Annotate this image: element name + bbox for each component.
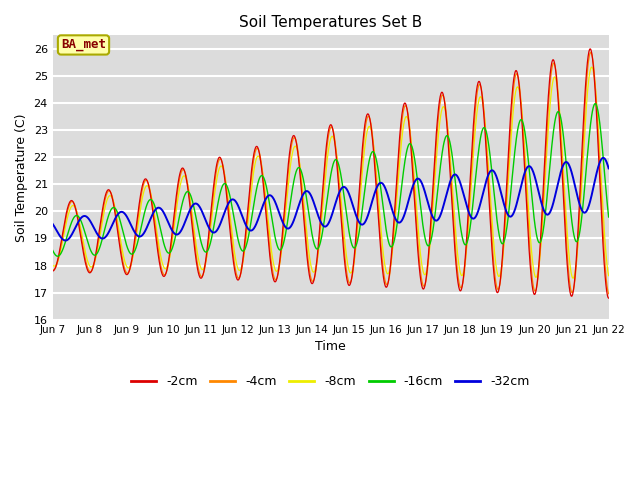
-16cm xyxy=(605,214,612,220)
-16cm xyxy=(417,210,425,216)
-2cm xyxy=(49,268,56,274)
-4cm xyxy=(605,291,612,297)
Title: Soil Temperatures Set B: Soil Temperatures Set B xyxy=(239,15,422,30)
-32cm xyxy=(49,221,56,227)
-16cm xyxy=(539,229,547,235)
-4cm xyxy=(587,49,595,55)
-8cm xyxy=(49,263,56,268)
-32cm xyxy=(173,232,180,238)
-8cm xyxy=(172,208,180,214)
-16cm xyxy=(173,228,180,233)
-4cm xyxy=(490,257,497,263)
-16cm xyxy=(235,240,243,246)
-8cm xyxy=(159,262,166,267)
X-axis label: Time: Time xyxy=(316,340,346,353)
-32cm xyxy=(539,205,547,211)
-32cm xyxy=(600,155,607,161)
Text: BA_met: BA_met xyxy=(61,38,106,51)
-4cm xyxy=(539,210,547,216)
-16cm xyxy=(54,253,61,259)
-32cm xyxy=(159,209,167,215)
-4cm xyxy=(417,271,425,277)
Legend: -2cm, -4cm, -8cm, -16cm, -32cm: -2cm, -4cm, -8cm, -16cm, -32cm xyxy=(127,370,535,393)
-2cm xyxy=(539,200,547,205)
Line: -2cm: -2cm xyxy=(52,49,609,298)
-2cm xyxy=(172,193,180,199)
-4cm xyxy=(235,275,243,281)
-8cm xyxy=(235,267,243,273)
-8cm xyxy=(539,219,547,225)
-16cm xyxy=(49,247,56,253)
-2cm xyxy=(586,46,594,52)
-2cm xyxy=(159,273,166,278)
-8cm xyxy=(569,276,577,281)
-2cm xyxy=(490,266,497,272)
-16cm xyxy=(159,238,167,244)
-16cm xyxy=(591,101,599,107)
-8cm xyxy=(588,64,595,70)
-2cm xyxy=(417,278,425,284)
-4cm xyxy=(159,270,166,276)
Line: -16cm: -16cm xyxy=(52,104,609,256)
Line: -8cm: -8cm xyxy=(52,67,609,278)
-8cm xyxy=(605,273,612,278)
-2cm xyxy=(235,277,243,283)
-8cm xyxy=(490,238,497,243)
Line: -4cm: -4cm xyxy=(52,52,609,294)
-32cm xyxy=(417,179,425,185)
-32cm xyxy=(605,166,612,171)
-32cm xyxy=(235,204,243,210)
-16cm xyxy=(490,189,498,194)
-32cm xyxy=(490,168,498,174)
-4cm xyxy=(49,267,56,273)
-8cm xyxy=(417,254,425,260)
-32cm xyxy=(61,238,69,243)
-2cm xyxy=(605,295,612,301)
Y-axis label: Soil Temperature (C): Soil Temperature (C) xyxy=(15,113,28,242)
Line: -32cm: -32cm xyxy=(52,158,609,240)
-4cm xyxy=(172,199,180,204)
